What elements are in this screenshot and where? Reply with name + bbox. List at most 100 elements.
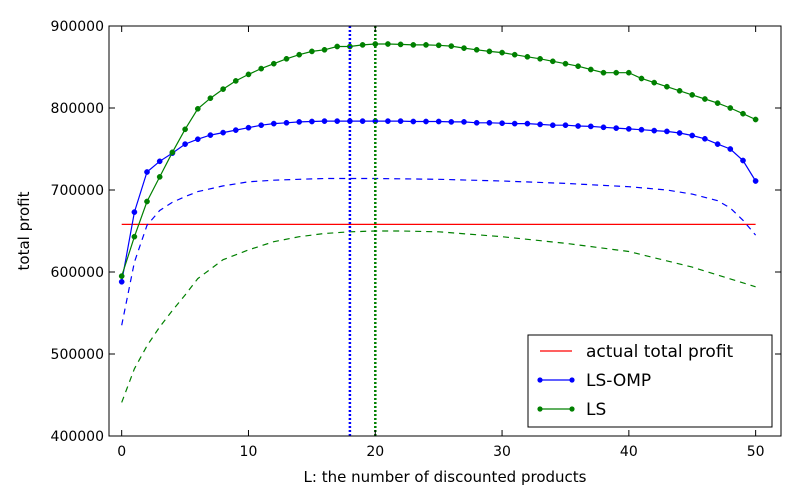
ls-point — [486, 48, 493, 55]
x-tick-label: 30 — [493, 444, 511, 460]
legend-entry-label: LS — [586, 400, 606, 420]
ls-omp-point — [182, 141, 188, 147]
y-tick-label: 600000 — [51, 265, 104, 281]
ls-point — [385, 41, 391, 47]
ls-point — [220, 86, 226, 92]
legend-marker — [569, 406, 575, 412]
ls-omp-point — [423, 118, 429, 125]
legend: actual total profit LS-OMP LS — [527, 334, 773, 428]
x-axis-label: L: the number of discounted products — [304, 468, 587, 486]
ls-point — [473, 46, 480, 53]
ls-omp-point — [207, 132, 214, 138]
ls-point — [207, 95, 214, 102]
ls-point — [587, 66, 594, 73]
ls-omp-point — [740, 157, 746, 164]
ls-point — [499, 49, 505, 56]
ls-point — [423, 42, 429, 48]
ls-point — [258, 65, 265, 72]
ls-point — [613, 69, 620, 76]
ls-omp-point — [651, 127, 658, 134]
x-tick-label: 50 — [747, 444, 765, 460]
legend-marker — [537, 377, 543, 383]
ls-point — [549, 58, 556, 65]
x-tick-label: 10 — [240, 444, 258, 460]
y-tick-label: 800000 — [51, 101, 104, 117]
legend-box — [527, 334, 773, 428]
ls-point — [283, 55, 290, 62]
ls-point — [359, 42, 366, 48]
ls-omp-point — [397, 118, 404, 124]
ls-point — [638, 75, 645, 82]
ls-omp-point — [486, 119, 493, 126]
ls-omp-point — [270, 120, 277, 127]
ls-point — [118, 273, 125, 279]
ls-omp-point — [752, 178, 759, 184]
ls-point — [727, 105, 734, 111]
ls-point — [600, 69, 607, 76]
ls-point — [270, 60, 277, 67]
ls-omp-point — [537, 121, 543, 128]
ls-omp-point — [220, 129, 226, 136]
ls-point — [232, 78, 239, 84]
y-tick-label: 900000 — [51, 19, 104, 35]
ls-omp-point — [625, 126, 632, 132]
ls-omp-point — [194, 136, 201, 143]
ls-omp-point — [309, 118, 315, 125]
ls-omp-point — [473, 119, 480, 126]
ls-omp-point — [511, 120, 518, 127]
ls-point — [524, 53, 531, 60]
ls-point — [296, 51, 303, 58]
x-tick-label: 40 — [620, 444, 638, 460]
x-tick-label: 0 — [117, 444, 126, 460]
ls-omp-point — [448, 119, 455, 125]
legend-entry-label: actual total profit — [586, 342, 734, 362]
ls-point — [511, 51, 518, 58]
ls-omp-point — [562, 122, 569, 129]
legend-marker — [569, 377, 575, 383]
ls-point — [245, 71, 252, 78]
tick-layer: 0 10 20 30 40 50 400000 500000 600000 700000 80000… — [51, 19, 781, 460]
ls-omp-point — [524, 120, 531, 127]
ls-point — [397, 41, 404, 48]
ls-omp-point — [702, 135, 708, 142]
ls-point — [435, 42, 442, 49]
y-tick-label: 700000 — [51, 183, 104, 199]
ls-point — [752, 116, 759, 123]
legend-entry-label: LS-OMP — [586, 371, 651, 391]
series-4-line — [121, 230, 756, 403]
ls-omp-point — [385, 118, 391, 124]
series-3-line — [121, 177, 757, 326]
ls-point — [334, 43, 341, 50]
ls-point — [740, 110, 746, 117]
ls-point — [562, 60, 569, 67]
ls-point — [144, 198, 150, 205]
ls-point — [651, 79, 658, 86]
y-tick-label: 400000 — [51, 429, 104, 445]
ls-omp-point — [613, 125, 620, 131]
ls-omp-point — [549, 122, 556, 129]
ls-omp-point — [714, 141, 721, 147]
ls-omp-point — [410, 118, 417, 125]
ls-point — [689, 92, 696, 98]
series-layer — [118, 26, 759, 436]
ls-point — [625, 69, 632, 76]
ls-omp-point — [144, 169, 150, 175]
ls-omp-point — [575, 123, 581, 129]
ls-omp-point — [676, 130, 683, 136]
ls-point — [131, 233, 138, 240]
ls-omp-point — [638, 126, 645, 133]
ls-point — [194, 105, 201, 112]
ls-line — [121, 43, 756, 277]
x-tick-label: 20 — [366, 444, 384, 460]
ls-omp-point — [587, 123, 594, 130]
ls-omp-point — [664, 128, 670, 135]
ls-point — [664, 83, 670, 90]
ls-omp-point — [435, 118, 442, 125]
y-tick-label: 500000 — [51, 347, 104, 363]
ls-omp-point — [727, 146, 734, 152]
ls-omp-point — [283, 119, 290, 126]
ls-omp-point — [245, 124, 252, 131]
ls-point — [410, 42, 417, 48]
ls-point — [309, 48, 315, 55]
